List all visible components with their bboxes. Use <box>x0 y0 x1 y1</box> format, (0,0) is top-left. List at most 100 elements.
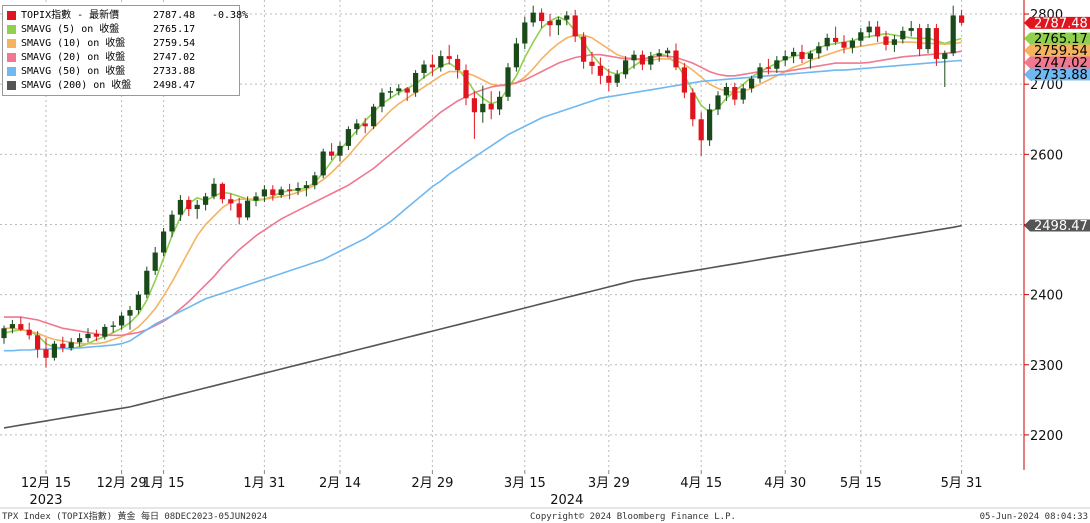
value-tag-shape <box>1024 56 1090 69</box>
candle-body <box>765 67 771 69</box>
legend-series-change: -0.38% <box>212 10 249 21</box>
candle-body <box>572 15 578 37</box>
candle-body <box>35 335 41 350</box>
x-tick-label: 2月 29 <box>411 476 453 491</box>
candle-body <box>161 231 167 253</box>
candle-body <box>287 189 293 191</box>
x-tick-label: 1月 31 <box>243 476 285 491</box>
candle-body <box>816 46 822 54</box>
candle-body <box>60 343 66 348</box>
candle-body <box>959 15 965 23</box>
candle-body <box>480 103 486 113</box>
legend-series-value: 2765.17 <box>153 24 196 35</box>
value-tag: 2747.02 <box>1024 56 1090 71</box>
legend-series-name: SMAVG (20) on 收盤 <box>21 52 126 63</box>
value-tag: 2733.88 <box>1024 68 1090 83</box>
x-year-label: 2024 <box>550 493 583 508</box>
candle-body <box>908 28 914 31</box>
candle-body <box>26 329 32 336</box>
candle-body <box>429 64 435 68</box>
x-tick-label: 5月 15 <box>840 476 882 491</box>
candle-body <box>354 123 360 130</box>
candle-body <box>555 19 561 26</box>
candle-body <box>219 183 225 200</box>
candle-body <box>144 270 150 295</box>
candle-body <box>119 315 125 326</box>
x-tick-label: 1月 15 <box>143 476 185 491</box>
candle-body <box>1 328 7 339</box>
candle-body <box>564 15 570 20</box>
candle-body <box>723 86 729 96</box>
candle-body <box>631 54 637 61</box>
candle-body <box>648 56 654 65</box>
candle-body <box>488 103 494 110</box>
candle-body <box>522 22 528 44</box>
x-tick-label: 4月 15 <box>680 476 722 491</box>
candle-body <box>539 12 545 22</box>
candle-body <box>329 151 335 156</box>
legend-swatch <box>7 81 16 90</box>
candle-body <box>68 342 74 348</box>
candle-body <box>774 60 780 69</box>
candle-body <box>421 64 427 73</box>
value-tag: 2759.54 <box>1024 44 1090 59</box>
candle-body <box>690 92 696 120</box>
candle-body <box>320 151 326 176</box>
candle-body <box>203 196 209 205</box>
candle-body <box>749 78 755 89</box>
value-tag-shape <box>1024 32 1090 45</box>
candle-body <box>665 50 671 54</box>
candle-body <box>177 199 183 215</box>
candle-body <box>707 109 713 141</box>
candle-body <box>135 294 141 311</box>
x-tick-label: 2月 14 <box>319 476 361 491</box>
candle-body <box>925 28 931 50</box>
candle-body <box>732 86 738 100</box>
candle-body <box>446 56 452 59</box>
x-year-label: 2023 <box>29 493 62 508</box>
legend-series-value: 2733.88 <box>153 66 196 77</box>
legend-series-name: SMAVG (5) on 收盤 <box>21 24 120 35</box>
candle-body <box>606 75 612 83</box>
candle-body <box>253 196 259 201</box>
candle-body <box>858 32 864 41</box>
candle-body <box>303 185 309 188</box>
candle-body <box>639 54 645 65</box>
candle-body <box>530 12 536 23</box>
value-tag-label: 2759.54 <box>1034 44 1088 59</box>
y-tick-label: 2600 <box>1030 148 1063 163</box>
candle-body <box>245 200 251 218</box>
candle-body <box>152 252 158 271</box>
candle-body <box>891 39 897 45</box>
ma-line <box>4 59 962 352</box>
value-tag-label: 2498.47 <box>1034 219 1088 234</box>
candle-body <box>799 51 805 59</box>
x-tick-label: 3月 29 <box>588 476 630 491</box>
candle-body <box>757 67 763 79</box>
ma-line <box>4 34 962 345</box>
candle-body <box>127 310 133 316</box>
x-tick-label: 12月 15 <box>21 476 71 491</box>
legend-series-name: SMAVG (10) on 收盤 <box>21 38 126 49</box>
candle-body <box>673 50 679 68</box>
y-tick-label: 2200 <box>1030 429 1063 444</box>
legend-swatch <box>7 67 16 76</box>
footer-center: Copyright© 2024 Bloomberg Finance L.P. <box>530 512 736 522</box>
candle-body <box>950 15 956 54</box>
candle-body <box>278 189 284 196</box>
value-tag: 2787.48 <box>1024 16 1090 31</box>
candle-body <box>505 67 511 97</box>
candle-body <box>942 53 948 59</box>
candle-body <box>614 74 620 83</box>
value-tag-label: 2787.48 <box>1034 16 1088 31</box>
candle-body <box>228 199 234 204</box>
candle-body <box>93 333 99 337</box>
candle-body <box>9 324 15 329</box>
candle-body <box>933 28 939 59</box>
candle-body <box>371 106 377 127</box>
candle-body <box>782 56 788 61</box>
legend-swatch <box>7 39 16 48</box>
candle-body <box>833 37 839 43</box>
